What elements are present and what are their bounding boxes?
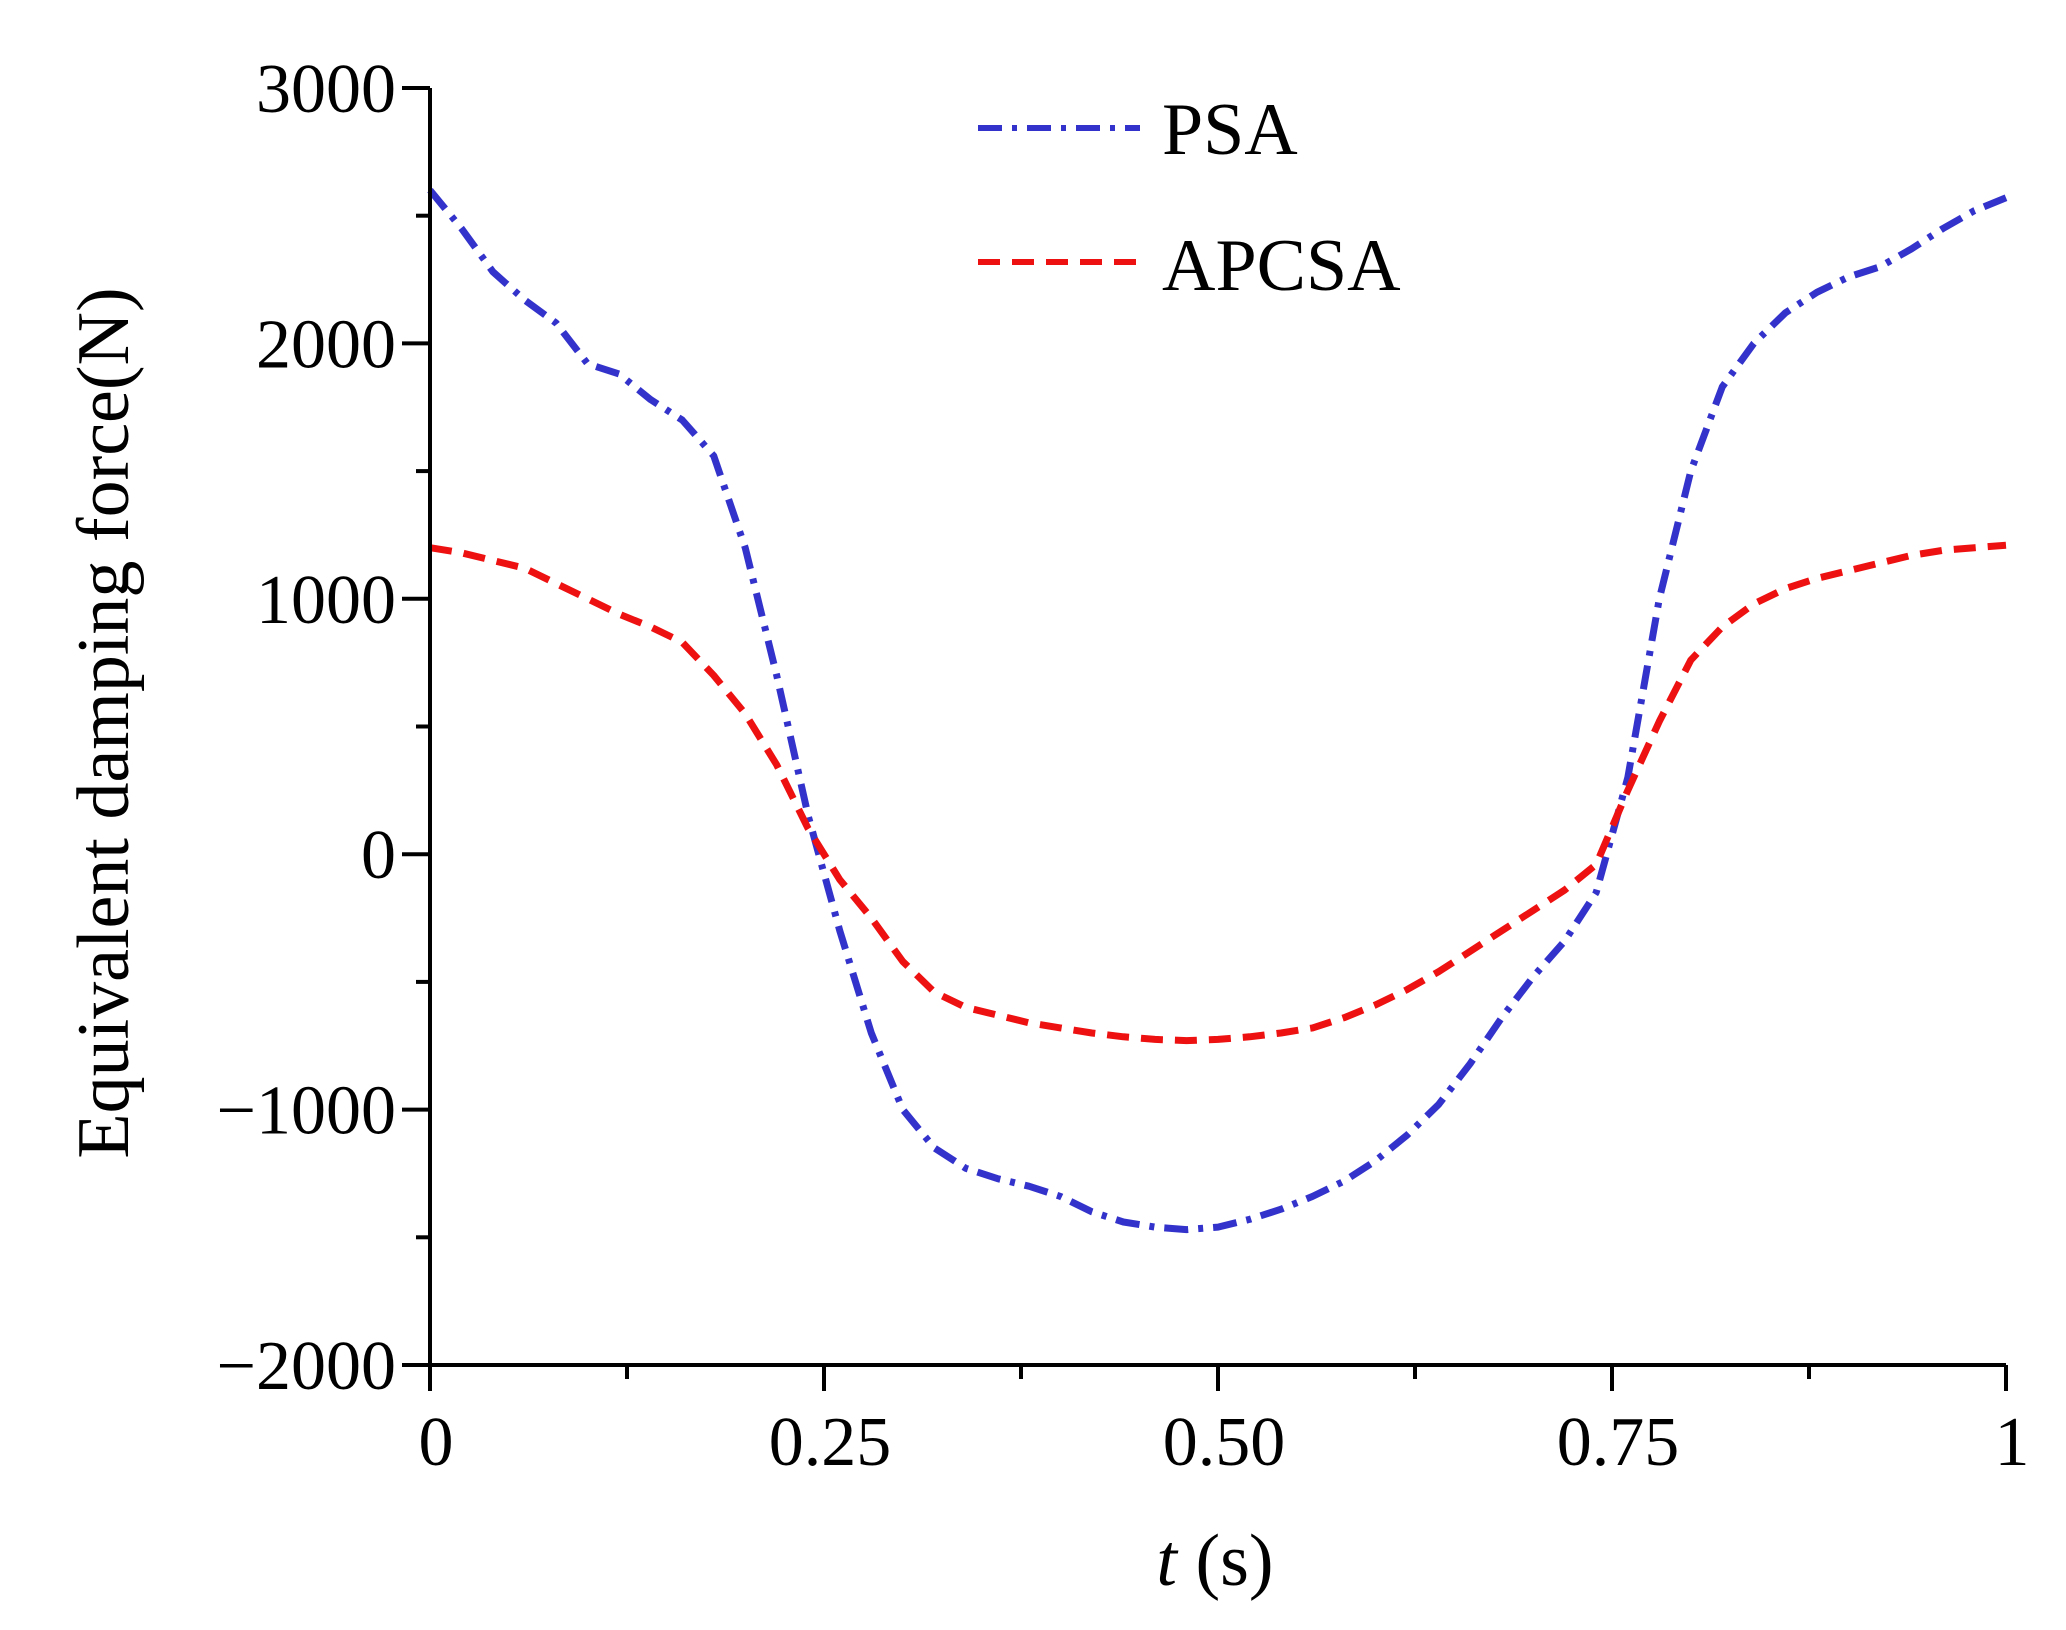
x-axis-title: t (s) [1156,1520,1273,1602]
axes: 3000 2000 1000 0 −1000 −2000 0 0.25 0.50 0.75 1 [217,51,2030,1481]
y-tick-label: 2000 [256,306,396,383]
legend-label-apcsa: APCSA [1162,225,1401,307]
plot-area: 3000 2000 1000 0 −1000 −2000 0 0.25 0.50 0.75 1 [217,51,2030,1481]
y-tick-label: −2000 [217,1328,396,1405]
y-tick-label: 0 [361,817,396,894]
legend-label-psa: PSA [1162,89,1298,171]
y-ticks: 3000 2000 1000 0 −1000 −2000 [217,51,430,1405]
x-tick-label: 1 [1995,1404,2030,1481]
y-tick-label: 1000 [256,562,396,639]
series-line-apcsa [429,541,2007,1045]
legend: PSA APCSA [978,89,1401,307]
y-tick-label: 3000 [256,51,396,128]
x-tick-label: 0 [419,1404,454,1481]
y-tick-label: −1000 [217,1073,396,1150]
x-tick-label: 0.25 [769,1404,892,1481]
y-axis-title: Equivalent damping force(N) [63,287,145,1158]
x-ticks: 0 0.25 0.50 0.75 1 [419,1365,2030,1481]
series-line-psa [427,187,2008,1234]
x-axis-unit: (s) [1177,1520,1274,1602]
x-tick-label: 0.75 [1557,1404,1680,1481]
series-layer [427,187,2008,1234]
x-tick-label: 0.50 [1163,1404,1286,1481]
x-axis-variable: t [1156,1520,1179,1602]
